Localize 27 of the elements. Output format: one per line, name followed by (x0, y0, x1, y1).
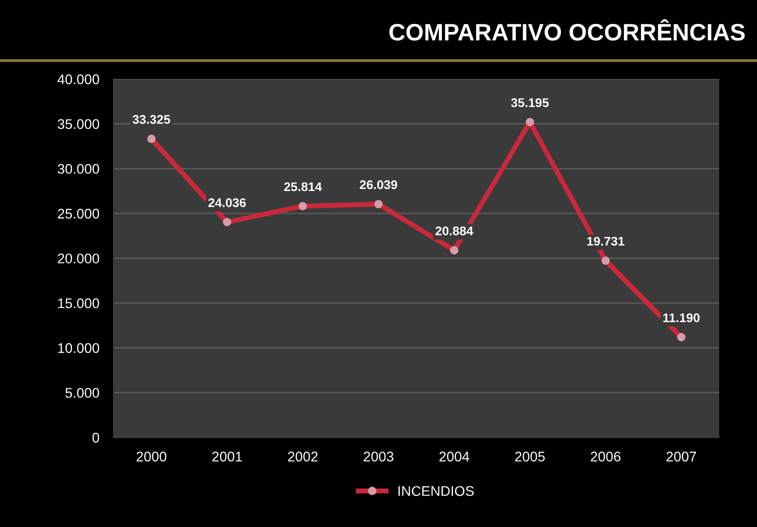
data-label: 35.195 (511, 98, 549, 108)
chart-title: COMPARATIVO OCORRÊNCIAS (389, 19, 745, 41)
data-label: 20.884 (436, 226, 474, 236)
data-label: 25.814 (284, 182, 322, 192)
y-tick-label: 0 (92, 432, 100, 443)
y-tick-label: 5.000 (65, 388, 100, 398)
x-tick-label: 2004 (439, 452, 470, 462)
x-tick-label: 2005 (515, 452, 545, 462)
y-tick-label: 15.000 (58, 298, 100, 308)
x-tick-label: 2002 (288, 452, 318, 462)
x-tick-label: 2006 (590, 452, 620, 462)
y-tick-label: 25.000 (58, 208, 100, 219)
x-tick-label: 2000 (136, 452, 166, 462)
data-label: 33.325 (132, 115, 170, 124)
x-tick-label: 2003 (364, 452, 394, 462)
legend-label: INCENDIOS (398, 486, 474, 496)
y-tick-label: 20.000 (58, 254, 100, 264)
y-tick-label: 30.000 (58, 164, 100, 174)
y-tick-label: 35.000 (58, 119, 100, 130)
data-label: 11.190 (663, 313, 700, 322)
data-label: 26.039 (360, 180, 398, 190)
data-label: 19.731 (587, 236, 624, 246)
y-tick-label: 10.000 (58, 343, 100, 353)
x-tick-label: 2007 (666, 452, 696, 462)
x-tick-label: 2001 (212, 452, 242, 462)
y-tick-label: 40.000 (58, 74, 100, 84)
data-label: 24.036 (208, 198, 246, 208)
